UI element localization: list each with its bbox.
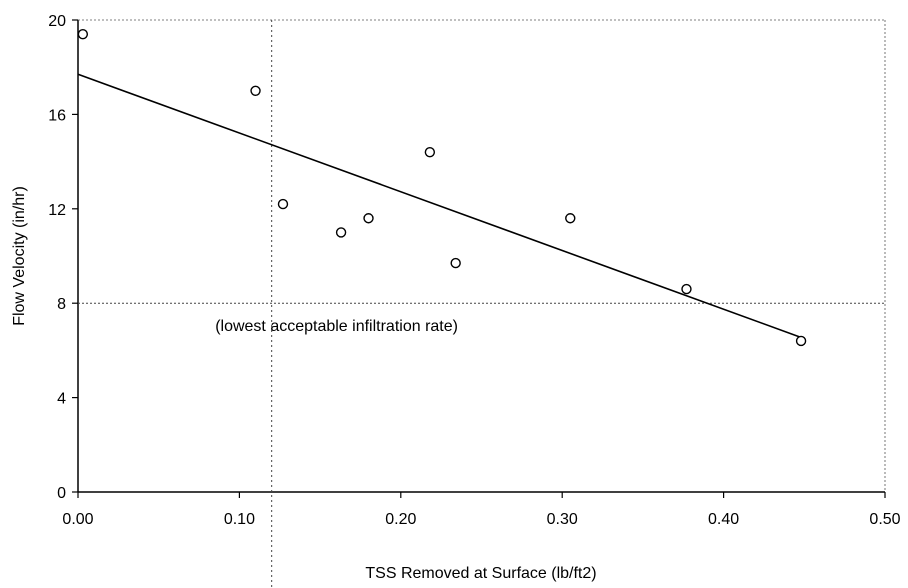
reference-lines [78, 20, 885, 588]
x-tick-label: 0.30 [547, 511, 578, 528]
data-point [77, 28, 89, 40]
x-tick-label: 0.10 [224, 511, 255, 528]
y-tick-label: 4 [57, 391, 66, 408]
trendline-group [77, 73, 805, 340]
data-point [363, 213, 374, 224]
reference-line-annotation: (lowest acceptable infiltration rate) [215, 318, 458, 335]
y-tick-label: 0 [57, 485, 66, 502]
x-axis-ticks: 0.00 0.10 0.20 0.30 0.40 0.50 [62, 492, 901, 528]
data-point [681, 283, 692, 295]
data-point [250, 85, 261, 97]
data-points [77, 28, 807, 347]
data-point [277, 198, 289, 210]
data-point [565, 213, 576, 224]
annotations: (lowest acceptable infiltration rate) [215, 318, 458, 335]
x-tick-label: 0.00 [62, 511, 93, 528]
y-tick-label: 16 [48, 107, 66, 124]
y-axis-ticks: 0 4 8 12 16 20 [48, 13, 78, 502]
y-tick-label: 20 [48, 13, 66, 30]
x-tick-label: 0.40 [708, 511, 739, 528]
y-tick-label: 8 [57, 296, 66, 313]
data-point [795, 335, 807, 347]
data-point [335, 227, 347, 238]
x-tick-label: 0.20 [385, 511, 416, 528]
trendline [77, 73, 805, 340]
plot-frame [77, 19, 886, 493]
y-axis-label: Flow Velocity (in/hr) [11, 186, 28, 326]
y-tick-label: 12 [48, 202, 66, 219]
x-tick-label: 0.50 [869, 511, 900, 528]
data-point [450, 257, 461, 269]
x-axis-label: TSS Removed at Surface (lb/ft2) [365, 565, 596, 582]
data-point [424, 146, 436, 158]
